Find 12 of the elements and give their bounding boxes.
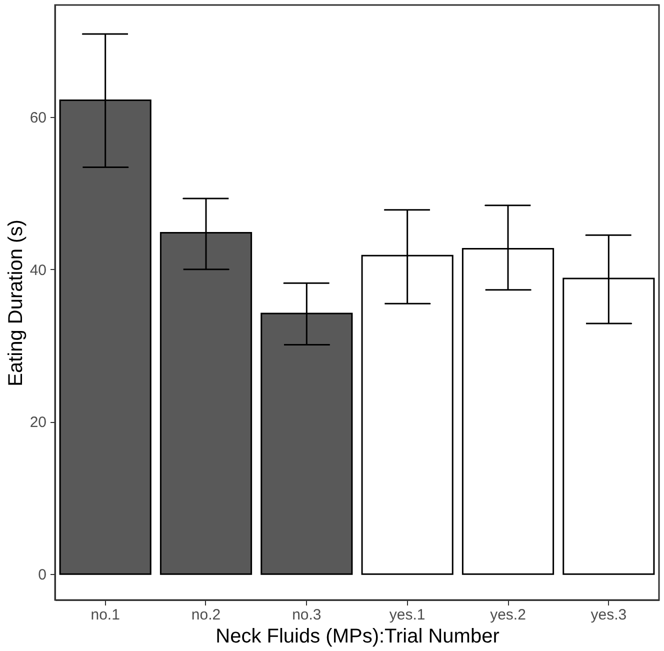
- y-tick-label: 60: [30, 109, 46, 126]
- y-tick-label: 20: [30, 414, 46, 432]
- x-axis-title: Neck Fluids (MPs):Trial Number: [216, 626, 500, 648]
- y-axis-title: Eating Duration (s): [4, 220, 27, 386]
- x-tick-label: yes.3: [590, 606, 627, 624]
- x-tick-label: no.2: [191, 606, 221, 624]
- y-tick-label: 40: [30, 262, 46, 279]
- x-tick-label: no.3: [292, 606, 322, 624]
- y-tick-label: 0: [38, 566, 46, 584]
- x-tick-label: no.1: [90, 606, 120, 624]
- x-tick-label: yes.1: [389, 606, 426, 624]
- x-tick-label: yes.2: [490, 606, 526, 624]
